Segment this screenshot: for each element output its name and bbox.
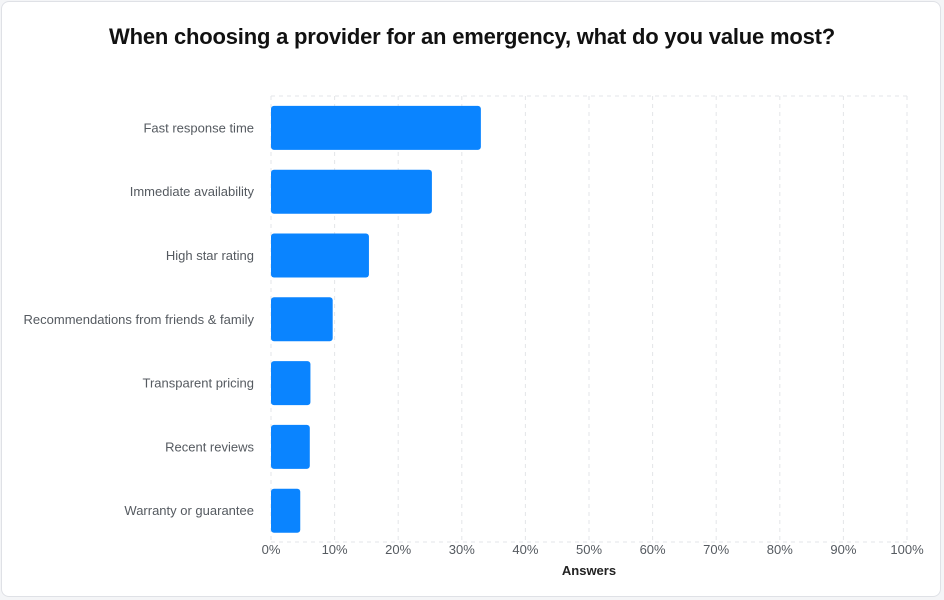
x-tick-label: 40% [512, 542, 538, 557]
x-tick-label: 0% [262, 542, 281, 557]
category-label: Immediate availability [130, 184, 255, 199]
category-label: Recommendations from friends & family [24, 312, 255, 327]
category-label: Transparent pricing [142, 376, 254, 391]
x-axis-title: Answers [562, 563, 616, 578]
bar [271, 233, 369, 278]
grid-lines [270, 95, 908, 543]
x-tick-label: 90% [830, 542, 856, 557]
category-label: Recent reviews [165, 439, 254, 454]
category-label: Warranty or guarantee [124, 503, 254, 518]
bars [271, 105, 481, 533]
chart-title: When choosing a provider for an emergenc… [109, 24, 835, 49]
category-labels: Fast response time Immediate availability… [24, 120, 255, 518]
bar [271, 297, 333, 342]
bar [271, 361, 311, 406]
x-tick-label: 20% [385, 542, 411, 557]
bar [271, 105, 481, 150]
x-tick-labels: 0% 10% 20% 30% 40% 50% 60% 70% 80% 90% 100% [262, 542, 924, 557]
category-label: Fast response time [143, 120, 254, 135]
x-tick-label: 100% [890, 542, 924, 557]
x-tick-label: 80% [767, 542, 793, 557]
x-tick-label: 70% [703, 542, 729, 557]
bar [271, 424, 310, 469]
bar [271, 169, 432, 214]
x-tick-label: 50% [576, 542, 602, 557]
x-tick-label: 10% [322, 542, 348, 557]
x-tick-label: 60% [640, 542, 666, 557]
x-tick-label: 30% [449, 542, 475, 557]
category-label: High star rating [166, 248, 254, 263]
bar [271, 488, 301, 533]
